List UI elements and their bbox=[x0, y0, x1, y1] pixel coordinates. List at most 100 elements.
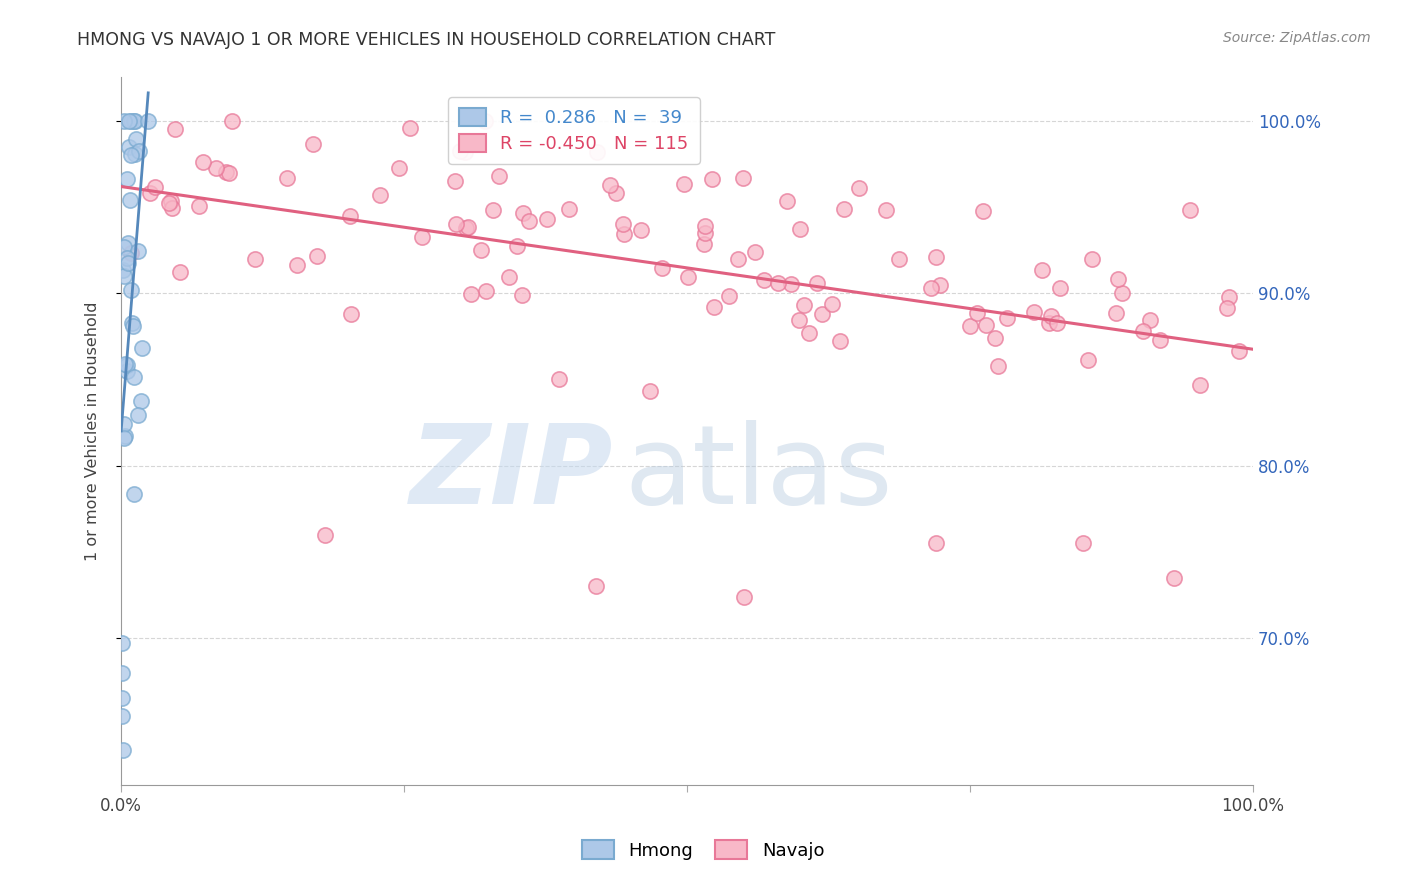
Point bbox=[121, 318, 143, 333]
Point bbox=[112, 262, 135, 277]
Point bbox=[599, 178, 621, 192]
Point bbox=[218, 165, 240, 179]
Point bbox=[307, 250, 329, 264]
Point bbox=[692, 237, 714, 252]
Point bbox=[120, 148, 142, 162]
Point bbox=[117, 235, 139, 250]
Point bbox=[703, 300, 725, 314]
Point bbox=[118, 140, 141, 154]
Point bbox=[887, 252, 910, 266]
Point bbox=[700, 172, 723, 186]
Point bbox=[506, 239, 529, 253]
Point bbox=[117, 358, 139, 372]
Point bbox=[124, 369, 146, 384]
Point bbox=[925, 536, 948, 550]
Point bbox=[638, 384, 661, 399]
Point bbox=[585, 579, 607, 593]
Point bbox=[558, 202, 581, 217]
Point bbox=[399, 121, 422, 136]
Point bbox=[124, 147, 146, 161]
Point bbox=[314, 527, 336, 541]
Point bbox=[1038, 316, 1060, 330]
Point bbox=[127, 244, 149, 259]
Point bbox=[727, 252, 749, 266]
Point bbox=[1139, 313, 1161, 327]
Point bbox=[470, 243, 492, 257]
Point bbox=[733, 590, 755, 604]
Point bbox=[457, 220, 479, 235]
Point bbox=[1218, 290, 1240, 304]
Point bbox=[120, 245, 142, 260]
Point bbox=[1080, 252, 1102, 266]
Point bbox=[806, 276, 828, 290]
Point bbox=[512, 206, 534, 220]
Point bbox=[165, 122, 187, 136]
Point bbox=[972, 203, 994, 218]
Point bbox=[388, 161, 411, 176]
Point bbox=[124, 113, 146, 128]
Point bbox=[120, 113, 142, 128]
Point bbox=[115, 171, 138, 186]
Point bbox=[832, 202, 855, 216]
Point bbox=[131, 341, 153, 355]
Point bbox=[693, 219, 716, 233]
Point bbox=[111, 665, 134, 680]
Text: Source: ZipAtlas.com: Source: ZipAtlas.com bbox=[1223, 31, 1371, 45]
Point bbox=[188, 199, 211, 213]
Point bbox=[797, 326, 820, 341]
Point bbox=[673, 177, 696, 191]
Point bbox=[1022, 305, 1045, 319]
Point bbox=[454, 220, 477, 235]
Point bbox=[1049, 281, 1071, 295]
Point bbox=[121, 316, 143, 330]
Point bbox=[221, 113, 243, 128]
Point bbox=[411, 229, 433, 244]
Point bbox=[488, 169, 510, 184]
Point bbox=[605, 186, 627, 200]
Point bbox=[811, 307, 834, 321]
Point bbox=[111, 743, 134, 757]
Point bbox=[517, 213, 540, 227]
Point bbox=[482, 202, 505, 217]
Point bbox=[111, 708, 134, 723]
Point bbox=[120, 283, 142, 297]
Point bbox=[875, 203, 897, 218]
Point bbox=[733, 170, 755, 185]
Point bbox=[676, 270, 699, 285]
Point bbox=[780, 277, 803, 291]
Point bbox=[193, 154, 215, 169]
Point bbox=[1227, 343, 1250, 358]
Point bbox=[243, 252, 266, 267]
Point bbox=[974, 318, 997, 332]
Point bbox=[586, 145, 609, 159]
Point bbox=[114, 357, 136, 371]
Text: ZIP: ZIP bbox=[411, 420, 613, 527]
Text: HMONG VS NAVAJO 1 OR MORE VEHICLES IN HOUSEHOLD CORRELATION CHART: HMONG VS NAVAJO 1 OR MORE VEHICLES IN HO… bbox=[77, 31, 776, 49]
Point bbox=[928, 277, 950, 292]
Point bbox=[1071, 536, 1094, 550]
Point bbox=[475, 284, 498, 298]
Point bbox=[460, 287, 482, 301]
Point bbox=[117, 256, 139, 270]
Point bbox=[136, 113, 159, 128]
Point bbox=[454, 145, 477, 159]
Point bbox=[693, 226, 716, 240]
Point bbox=[117, 113, 139, 128]
Point bbox=[1046, 316, 1069, 330]
Y-axis label: 1 or more Vehicles in Household: 1 or more Vehicles in Household bbox=[86, 301, 100, 561]
Point bbox=[444, 174, 467, 188]
Point bbox=[112, 268, 135, 283]
Point bbox=[124, 487, 146, 501]
Point bbox=[112, 417, 135, 431]
Point bbox=[127, 408, 149, 422]
Point bbox=[129, 393, 152, 408]
Point bbox=[536, 211, 558, 226]
Point bbox=[474, 113, 496, 128]
Point bbox=[630, 223, 652, 237]
Point bbox=[446, 218, 468, 232]
Point bbox=[339, 209, 361, 223]
Point bbox=[276, 170, 298, 185]
Point bbox=[160, 201, 183, 215]
Point bbox=[510, 288, 533, 302]
Point bbox=[169, 265, 191, 279]
